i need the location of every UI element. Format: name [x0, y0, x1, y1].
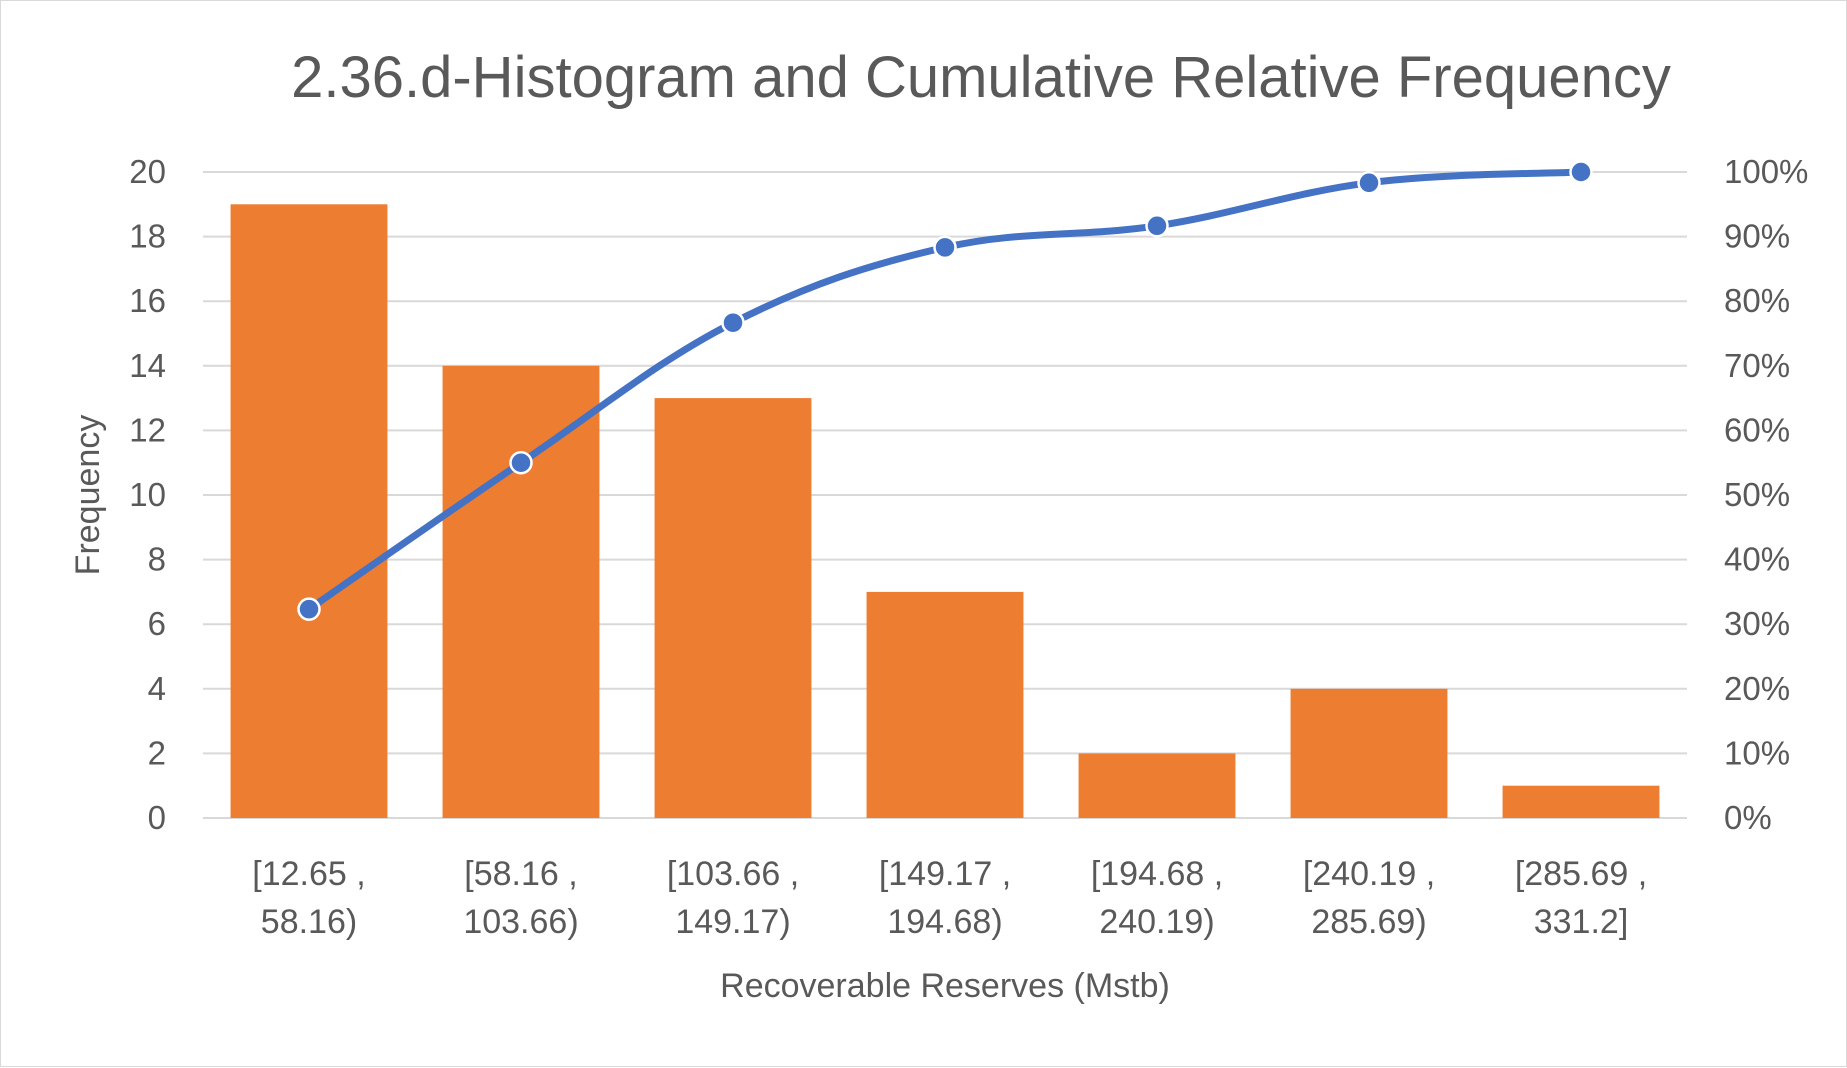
cumulative-point — [509, 450, 533, 475]
cumulative-point — [933, 235, 957, 260]
category-label: [103.66 , 149.17) — [667, 855, 799, 941]
right-tick-label: 40% — [1724, 541, 1790, 578]
bar — [1502, 785, 1660, 818]
left-tick-label: 0 — [148, 799, 166, 836]
right-tick-label: 10% — [1724, 734, 1790, 771]
right-tick-label: 60% — [1724, 411, 1790, 448]
left-tick-label: 10 — [129, 476, 166, 513]
cumulative-point — [721, 310, 745, 335]
left-tick-label: 2 — [148, 734, 166, 771]
category-labels: [12.65 , 58.16) [58.16 , 103.66) [103.66 , 14… — [252, 855, 1647, 941]
cumulative-point — [1357, 171, 1381, 195]
right-axis-ticks: 0% 10% 20% 30% 40% 50% 60% 70% 80% 90% 100% — [1724, 153, 1808, 836]
y-axis-label: Frequency — [69, 415, 107, 576]
bar-series — [230, 204, 1660, 819]
cumulative-point — [297, 597, 321, 621]
right-tick-label: 50% — [1724, 476, 1790, 513]
right-tick-label: 100% — [1724, 153, 1808, 190]
right-tick-label: 0% — [1724, 799, 1772, 836]
left-tick-label: 4 — [148, 670, 166, 707]
left-tick-label: 8 — [148, 541, 166, 578]
category-label: [194.68 , 240.19) — [1091, 855, 1223, 941]
right-tick-label: 30% — [1724, 605, 1790, 642]
cumulative-point — [1569, 160, 1593, 184]
bar — [1078, 753, 1236, 818]
left-tick-label: 14 — [129, 347, 166, 384]
bar — [442, 365, 600, 818]
bar — [866, 591, 1024, 818]
category-label: [240.19 , 285.69) — [1303, 855, 1435, 941]
left-tick-label: 18 — [129, 218, 166, 255]
x-axis-label: Recoverable Reserves (Mstb) — [720, 967, 1170, 1005]
left-tick-label: 16 — [129, 282, 166, 319]
bar — [1290, 688, 1448, 818]
left-tick-label: 20 — [129, 153, 166, 190]
left-tick-label: 12 — [129, 411, 166, 448]
category-label: [58.16 , 103.66) — [463, 855, 578, 941]
category-label: [285.69 , 331.2] — [1515, 855, 1647, 941]
right-tick-label: 90% — [1724, 218, 1790, 255]
bar — [654, 398, 812, 818]
left-tick-label: 6 — [148, 605, 166, 642]
bar — [230, 204, 388, 819]
left-axis-ticks: 0 2 4 6 8 10 12 14 16 18 20 — [129, 153, 166, 836]
right-tick-label: 20% — [1724, 670, 1790, 707]
cumulative-point — [1145, 214, 1169, 238]
cumulative-line-series — [297, 160, 1593, 621]
right-tick-label: 80% — [1724, 282, 1790, 319]
category-label: [12.65 , 58.16) — [252, 855, 365, 941]
chart-title: 2.36.d-Histogram and Cumulative Relative… — [291, 45, 1671, 110]
right-tick-label: 70% — [1724, 347, 1790, 384]
category-label: [149.17 , 194.68) — [879, 855, 1011, 941]
